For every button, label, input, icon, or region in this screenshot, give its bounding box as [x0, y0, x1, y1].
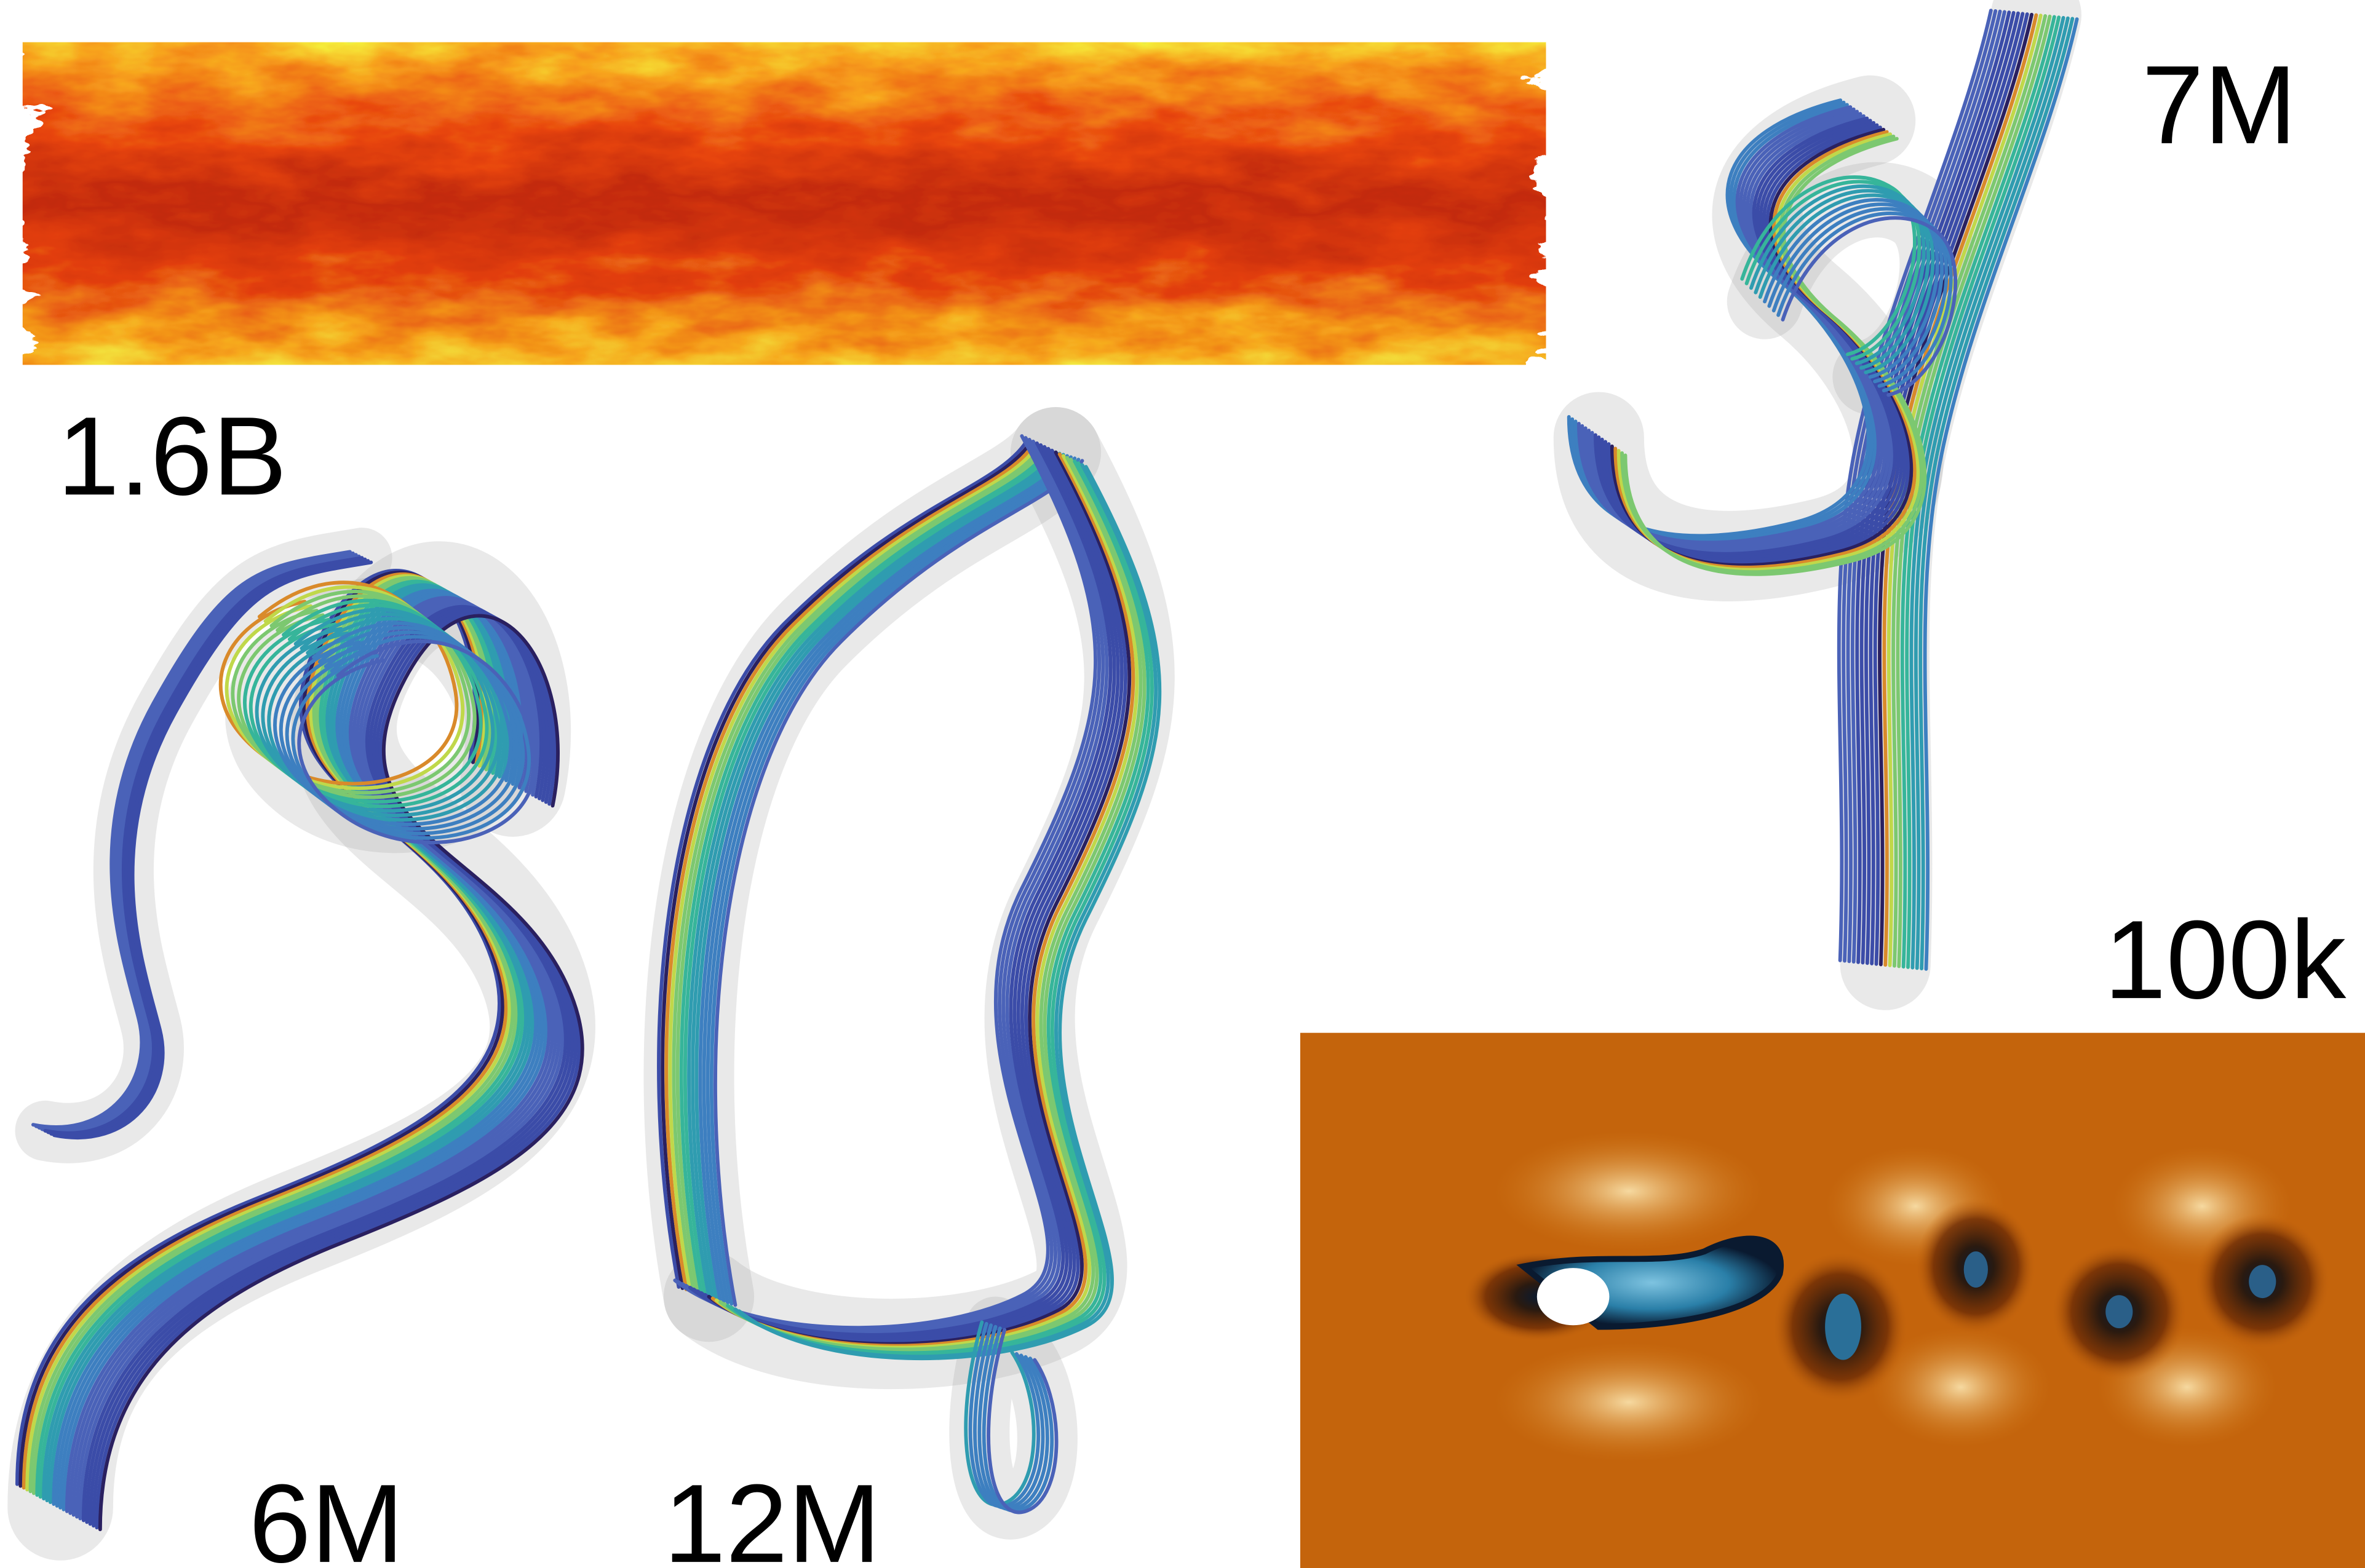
- resolution-label: 12M: [664, 1462, 881, 1568]
- channel-flow: [22, 42, 1546, 365]
- streamline: [722, 457, 1147, 1353]
- streamline: [973, 1323, 1045, 1510]
- resolution-label: 100k: [2104, 898, 2347, 1022]
- streamline: [664, 443, 1035, 1291]
- streamline: [683, 449, 1054, 1297]
- streamline: [49, 559, 370, 1138]
- streamline: [1846, 9, 2002, 964]
- cylinder-wake: [1300, 1032, 2365, 1568]
- streamline: [696, 445, 1120, 1340]
- streamline: [692, 443, 1116, 1339]
- streamline: [98, 614, 584, 1532]
- streamline: [52, 560, 373, 1140]
- streamline: [706, 456, 1077, 1305]
- streamline: [31, 550, 352, 1129]
- streamline: [661, 441, 1031, 1290]
- streamline: [46, 557, 367, 1137]
- streamline: [1842, 9, 1998, 963]
- streamline: [297, 639, 537, 844]
- streamline: [714, 454, 1139, 1350]
- streamline: [680, 438, 1105, 1333]
- streamline: [729, 461, 1154, 1357]
- streamline: [987, 1328, 1059, 1515]
- streamline: [709, 457, 1081, 1306]
- resolution-label: 7M: [2142, 43, 2297, 167]
- resolution-label: 1.6B: [57, 394, 287, 518]
- streamline: [40, 554, 361, 1134]
- streamline: [675, 446, 1047, 1295]
- streamline: [672, 445, 1043, 1294]
- streamline: [694, 453, 1065, 1301]
- streamline: [718, 456, 1143, 1352]
- streamline: [677, 436, 1102, 1331]
- streamline: [707, 450, 1132, 1346]
- streamline: [684, 439, 1109, 1335]
- streamline-plots: [7, 0, 2081, 1561]
- streamline: [691, 451, 1062, 1300]
- streamline: [1837, 9, 1993, 962]
- streamline: [982, 1326, 1054, 1513]
- resolution-label: 6M: [249, 1462, 404, 1568]
- streamline: [710, 452, 1135, 1348]
- streamline: [688, 441, 1113, 1337]
- streamline: [733, 463, 1158, 1359]
- streamline: [977, 1324, 1049, 1511]
- streamline: [1914, 16, 2070, 970]
- streamline: [703, 448, 1128, 1344]
- streamline: [713, 459, 1084, 1307]
- streamline: [37, 553, 358, 1132]
- streamline: [687, 450, 1058, 1299]
- streamline: [679, 448, 1051, 1296]
- streamline: [43, 556, 364, 1135]
- streamline: [668, 444, 1039, 1293]
- streamline: [1918, 17, 2075, 971]
- streamline: [698, 454, 1069, 1302]
- streamline: [726, 459, 1150, 1355]
- streamline: [34, 551, 355, 1131]
- streamline: [699, 446, 1124, 1342]
- streamline: [673, 434, 1098, 1330]
- streamline: [702, 455, 1073, 1304]
- streamline: [1909, 15, 2065, 970]
- streamline: [1781, 216, 1957, 397]
- streamline: [737, 465, 1162, 1361]
- streamline: [1923, 17, 2079, 971]
- streamline: [968, 1321, 1040, 1508]
- streamline: [657, 440, 1028, 1289]
